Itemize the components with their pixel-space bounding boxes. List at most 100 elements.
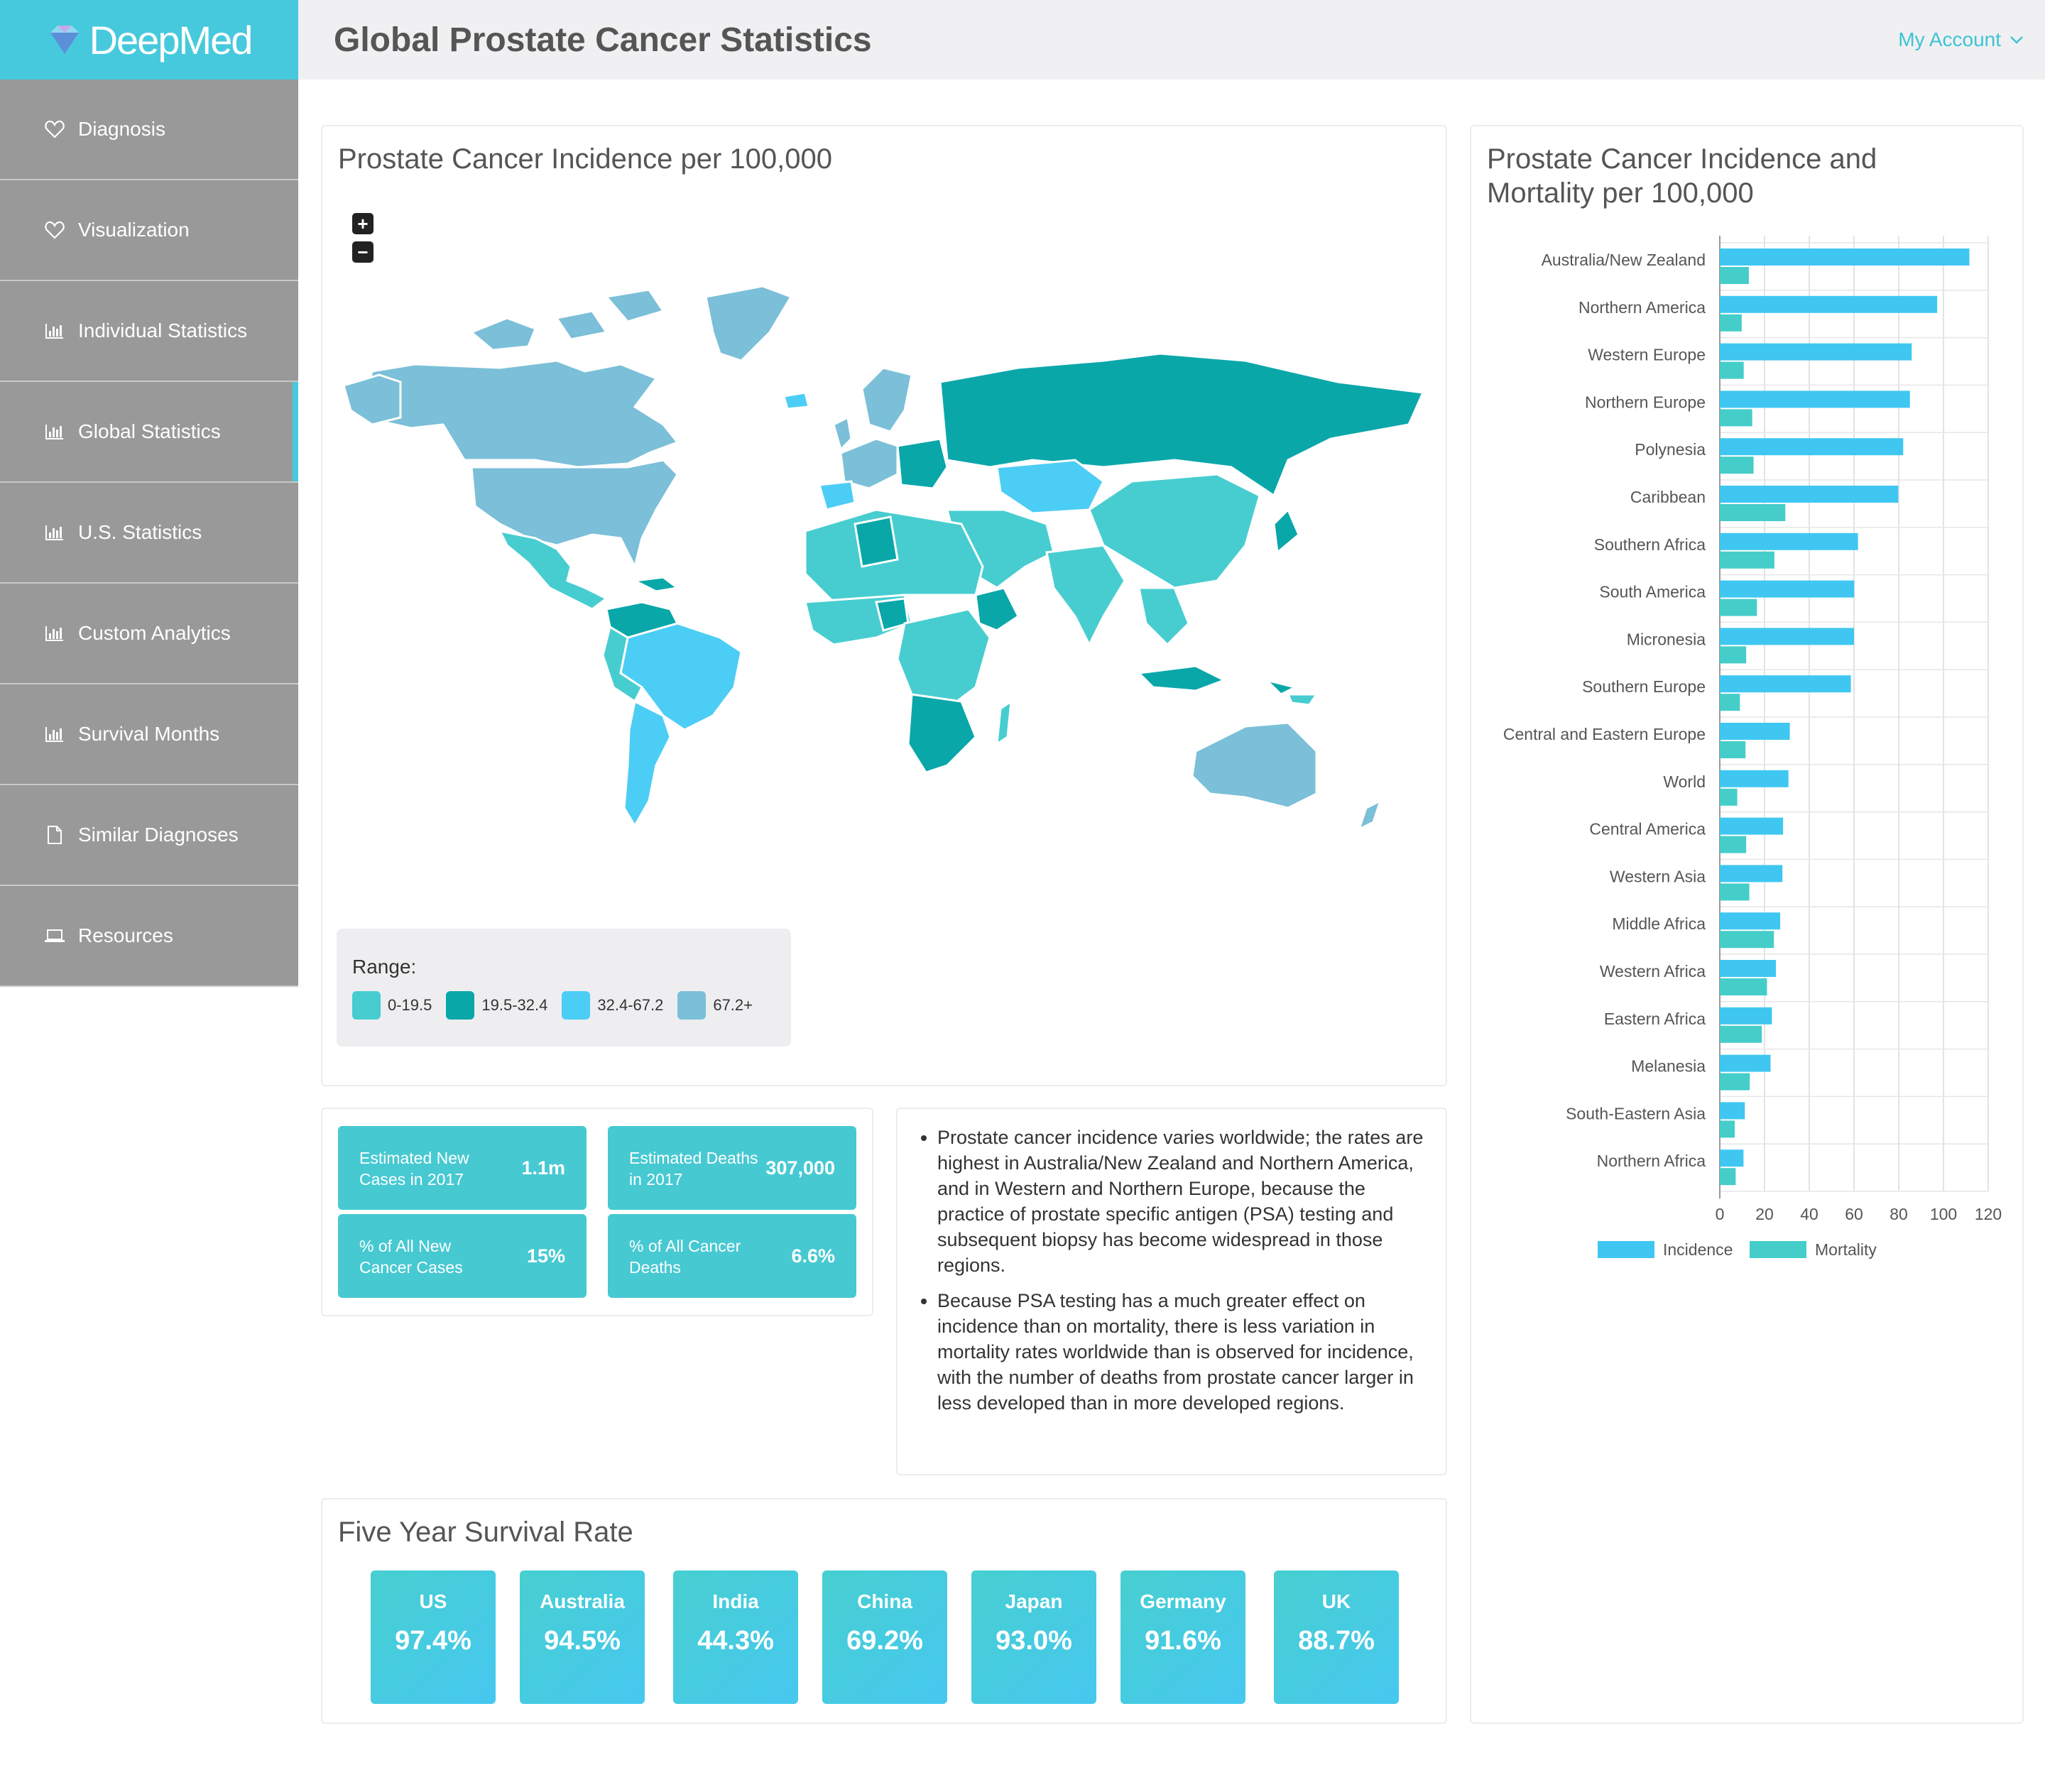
sidebar-item-diagnosis[interactable]: Diagnosis bbox=[0, 80, 298, 180]
map-region-alaska bbox=[342, 373, 402, 426]
stat-label: % of All New Cancer Cases bbox=[359, 1237, 463, 1277]
heart-icon bbox=[44, 219, 65, 241]
map-region-kazakhstan bbox=[996, 459, 1105, 515]
legend-range-3: 32.4-67.2 bbox=[562, 991, 663, 1020]
laptop-icon bbox=[44, 925, 65, 946]
sidebar-item-us-statistics[interactable]: U.S. Statistics bbox=[0, 483, 298, 584]
bar-incidence bbox=[1720, 532, 1858, 550]
map-region-papua bbox=[1286, 693, 1319, 706]
map-region-iberia bbox=[818, 480, 856, 511]
sidebar-item-label: U.S. Statistics bbox=[78, 521, 202, 543]
survival-country: India bbox=[712, 1590, 759, 1612]
bar-mortality bbox=[1720, 551, 1774, 569]
brand-logo[interactable]: DeepMed bbox=[0, 0, 298, 80]
survival-tile-china: China 69.2% bbox=[822, 1570, 947, 1704]
document-icon bbox=[44, 824, 65, 846]
survival-value: 94.5% bbox=[544, 1626, 621, 1656]
x-tick-label: 20 bbox=[1755, 1205, 1774, 1223]
map-region-mexico bbox=[498, 529, 609, 611]
survival-value: 93.0% bbox=[996, 1626, 1072, 1656]
bar-chart-icon bbox=[44, 421, 65, 442]
zoom-in-button[interactable]: + bbox=[352, 213, 373, 234]
x-tick-label: 60 bbox=[1845, 1205, 1863, 1223]
bar-chart-icon bbox=[44, 320, 65, 342]
bar-incidence bbox=[1720, 1149, 1744, 1167]
category-label: Western Africa bbox=[1600, 962, 1706, 980]
map-region-canada bbox=[364, 359, 680, 469]
category-label: Eastern Africa bbox=[1604, 1010, 1706, 1028]
bar-incidence bbox=[1720, 912, 1781, 930]
category-label: Central and Eastern Europe bbox=[1503, 725, 1706, 743]
bar-incidence bbox=[1720, 770, 1789, 787]
sidebar-item-visualization[interactable]: Visualization bbox=[0, 180, 298, 281]
map-region-uk bbox=[832, 415, 853, 452]
sidebar-item-label: Diagnosis bbox=[78, 118, 165, 140]
top-bar: Global Prostate Cancer Statistics My Acc… bbox=[298, 0, 2045, 80]
stat-label: % of All Cancer Deaths bbox=[629, 1237, 741, 1277]
sidebar-item-global-statistics[interactable]: Global Statistics bbox=[0, 382, 298, 483]
category-label: South-Eastern Asia bbox=[1566, 1104, 1706, 1122]
bar-chart-icon bbox=[44, 623, 65, 644]
diamond-logo-icon bbox=[50, 26, 79, 54]
stat-pct-new-cases: % of All New Cancer Cases 15% bbox=[338, 1214, 587, 1298]
sidebar-item-resources[interactable]: Resources bbox=[0, 886, 298, 987]
x-tick-label: 80 bbox=[1889, 1205, 1908, 1223]
map-region-eastern-europe bbox=[896, 437, 949, 490]
survival-tile-australia: Australia 94.5% bbox=[520, 1570, 645, 1704]
list-item: Prostate cancer incidence varies worldwi… bbox=[937, 1125, 1424, 1278]
survival-tile-india: India 44.3% bbox=[673, 1570, 798, 1704]
legend-range-2: 19.5-32.4 bbox=[446, 991, 547, 1020]
bar-mortality bbox=[1720, 504, 1786, 521]
category-label: Western Europe bbox=[1588, 346, 1706, 364]
legend-swatch bbox=[352, 991, 381, 1020]
sidebar-item-survival-months[interactable]: Survival Months bbox=[0, 684, 298, 785]
my-account-menu[interactable]: My Account bbox=[1898, 28, 2024, 51]
sidebar-item-custom-analytics[interactable]: Custom Analytics bbox=[0, 584, 298, 684]
sidebar-item-similar-diagnoses[interactable]: Similar Diagnoses bbox=[0, 785, 298, 886]
bar-incidence bbox=[1720, 865, 1783, 883]
survival-card: Five Year Survival Rate US 97.4% Austral… bbox=[321, 1498, 1447, 1724]
map-region-argentina-chile bbox=[623, 699, 672, 828]
bar-mortality bbox=[1720, 409, 1752, 427]
map-region-ethiopia bbox=[974, 586, 1020, 632]
legend-swatch-mortality bbox=[1750, 1241, 1806, 1258]
map-region-caribbean bbox=[631, 576, 680, 593]
bar-mortality bbox=[1720, 361, 1744, 379]
sidebar-item-individual-statistics[interactable]: Individual Statistics bbox=[0, 281, 298, 382]
bar-incidence bbox=[1720, 486, 1899, 503]
sidebar-item-label: Visualization bbox=[78, 219, 190, 241]
bar-incidence bbox=[1720, 438, 1904, 456]
legend-swatch-incidence bbox=[1598, 1241, 1654, 1258]
survival-value: 88.7% bbox=[1298, 1626, 1375, 1656]
page-title: Global Prostate Cancer Statistics bbox=[334, 21, 872, 59]
survival-value: 91.6% bbox=[1145, 1626, 1221, 1656]
bar-mortality bbox=[1720, 694, 1740, 711]
map-region-arctic-islands bbox=[469, 288, 665, 351]
map-region-new-zealand bbox=[1357, 799, 1383, 831]
notes-list: Prostate cancer incidence varies worldwi… bbox=[937, 1125, 1424, 1426]
legend-range-label: 67.2+ bbox=[713, 996, 753, 1014]
category-label: Northern Europe bbox=[1585, 393, 1706, 411]
stat-label: Estimated Deaths in 2017 bbox=[629, 1149, 758, 1189]
category-label: Northern Africa bbox=[1597, 1152, 1706, 1170]
survival-value: 97.4% bbox=[395, 1626, 471, 1656]
map-region-usa bbox=[470, 459, 679, 570]
bar-incidence bbox=[1720, 1007, 1772, 1025]
bar-incidence bbox=[1720, 817, 1784, 835]
bar-incidence bbox=[1720, 295, 1938, 313]
bar-incidence bbox=[1720, 628, 1854, 645]
category-label: Southern Europe bbox=[1582, 677, 1706, 696]
bar-incidence bbox=[1720, 390, 1910, 408]
stat-value: 307,000 bbox=[765, 1157, 835, 1179]
legend-range-label: 32.4-67.2 bbox=[597, 996, 664, 1014]
legend-range-4: 67.2+ bbox=[677, 991, 753, 1020]
x-tick-label: 40 bbox=[1800, 1205, 1818, 1223]
heart-icon bbox=[44, 119, 65, 140]
zoom-out-button[interactable]: − bbox=[352, 241, 373, 263]
survival-value: 44.3% bbox=[697, 1626, 774, 1656]
category-label: Middle Africa bbox=[1612, 914, 1706, 933]
sidebar-item-label: Survival Months bbox=[78, 723, 220, 745]
map-region-scandinavia bbox=[861, 366, 913, 433]
survival-tile-uk: UK 88.7% bbox=[1274, 1570, 1399, 1704]
world-map[interactable] bbox=[322, 126, 1449, 922]
